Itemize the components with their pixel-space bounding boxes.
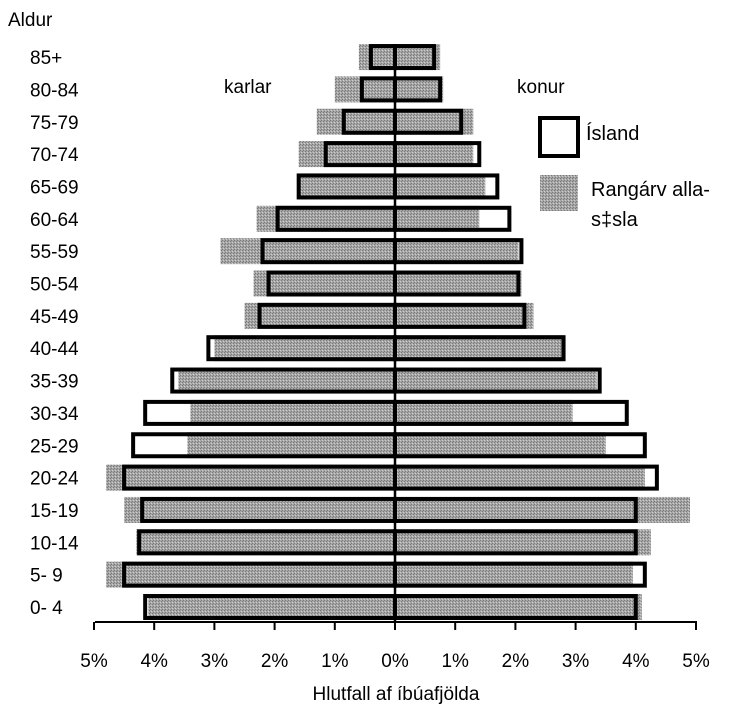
y-tick-label-55-59: 55-59 bbox=[30, 242, 79, 263]
y-tick-label-30-34: 30-34 bbox=[30, 404, 79, 425]
bar-rangarvallasysla-male-40-44 bbox=[214, 335, 395, 362]
bar-rangarvallasysla-male-10-14 bbox=[136, 529, 395, 556]
legend-swatch-rangarvallasysla bbox=[540, 175, 578, 211]
series-rangarvallasysla-bars bbox=[106, 44, 690, 620]
bar-rangarvallasysla-female-45-49 bbox=[395, 302, 534, 329]
y-tick-label-35-39: 35-39 bbox=[30, 372, 79, 393]
y-tick-labels: 0- 4 5- 9 10-14 15-19 20-24 25-29 30-34 35-39 40… bbox=[30, 48, 79, 619]
bar-rangarvallasysla-male-70-74 bbox=[298, 141, 395, 168]
bar-rangarvallasysla-female-65-69 bbox=[395, 173, 486, 200]
bar-rangarvallasysla-female-40-44 bbox=[395, 335, 564, 362]
y-tick-label-5-9: 5- 9 bbox=[30, 566, 63, 587]
legend-label-island: Ísland bbox=[586, 122, 639, 145]
group-label-male: karlar bbox=[224, 77, 272, 98]
bar-rangarvallasysla-male-25-29 bbox=[187, 432, 395, 459]
bar-rangarvallasysla-male-85 bbox=[358, 44, 395, 71]
x-tick-label-2: 3% bbox=[201, 651, 229, 672]
bar-rangarvallasysla-female-50-54 bbox=[395, 270, 522, 297]
bar-rangarvallasysla-female-20-24 bbox=[395, 464, 645, 491]
x-tick-label-6: 1% bbox=[441, 651, 469, 672]
legend-label-rangarvallasysla-line1: Rangárv alla- bbox=[591, 179, 710, 201]
bar-rangarvallasysla-female-15-19 bbox=[395, 496, 690, 523]
bar-rangarvallasysla-male-55-59 bbox=[220, 238, 395, 265]
bar-rangarvallasysla-female-80-84 bbox=[395, 76, 444, 103]
bar-rangarvallasysla-male-35-39 bbox=[178, 367, 395, 394]
bar-rangarvallasysla-female-70-74 bbox=[395, 141, 474, 168]
bar-rangarvallasysla-male-75-79 bbox=[316, 108, 395, 135]
bar-rangarvallasysla-female-60-64 bbox=[395, 205, 480, 232]
x-tick-label-1: 4% bbox=[140, 651, 168, 672]
group-label-female: konur bbox=[517, 77, 565, 98]
bar-rangarvallasysla-female-55-59 bbox=[395, 238, 519, 265]
legend-swatch-island bbox=[538, 116, 580, 158]
y-tick-label-85: 85+ bbox=[30, 48, 62, 69]
bar-rangarvallasysla-male-50-54 bbox=[253, 270, 395, 297]
bar-rangarvallasysla-male-30-34 bbox=[190, 399, 395, 426]
y-tick-label-10-14: 10-14 bbox=[30, 533, 79, 554]
bar-rangarvallasysla-female-5-9 bbox=[395, 561, 633, 588]
y-tick-label-25-29: 25-29 bbox=[30, 436, 79, 457]
x-tick-label-3: 2% bbox=[261, 651, 289, 672]
bar-rangarvallasysla-female-10-14 bbox=[395, 529, 651, 556]
bar-rangarvallasysla-female-30-34 bbox=[395, 399, 573, 426]
x-tick-label-7: 2% bbox=[502, 651, 530, 672]
x-tick-label-10: 5% bbox=[682, 651, 710, 672]
y-tick-label-70-74: 70-74 bbox=[30, 145, 79, 166]
bar-rangarvallasysla-male-20-24 bbox=[106, 464, 395, 491]
bar-rangarvallasysla-male-60-64 bbox=[256, 205, 395, 232]
x-axis-label: Hlutfall af íbúafjölda bbox=[313, 684, 480, 705]
y-tick-label-0-4: 0- 4 bbox=[30, 598, 63, 619]
x-tick-label-4: 1% bbox=[321, 651, 349, 672]
y-tick-label-15-19: 15-19 bbox=[30, 501, 79, 522]
bar-rangarvallasysla-male-80-84 bbox=[334, 76, 395, 103]
bar-rangarvallasysla-female-0-4 bbox=[395, 594, 642, 620]
bar-rangarvallasysla-male-65-69 bbox=[298, 173, 395, 200]
y-tick-label-40-44: 40-44 bbox=[30, 339, 79, 360]
x-tick-label-8: 3% bbox=[562, 651, 590, 672]
y-tick-label-60-64: 60-64 bbox=[30, 210, 79, 231]
x-tick-label-5: 0% bbox=[381, 651, 409, 672]
bar-rangarvallasysla-female-25-29 bbox=[395, 432, 606, 459]
y-tick-label-50-54: 50-54 bbox=[30, 275, 79, 296]
bar-rangarvallasysla-male-45-49 bbox=[244, 302, 395, 329]
bar-rangarvallasysla-female-35-39 bbox=[395, 367, 597, 394]
y-tick-label-75-79: 75-79 bbox=[30, 113, 79, 134]
x-tick-label-0: 5% bbox=[80, 651, 108, 672]
y-tick-label-65-69: 65-69 bbox=[30, 177, 79, 198]
y-tick-label-45-49: 45-49 bbox=[30, 307, 79, 328]
x-tick-labels: 5% 4% 3% 2% 1% 0% 1% 2% 3% 4% 5% bbox=[80, 622, 710, 672]
y-tick-label-80-84: 80-84 bbox=[30, 80, 79, 101]
y-axis-label: Aldur bbox=[8, 10, 53, 31]
bar-rangarvallasysla-male-0-4 bbox=[148, 594, 395, 620]
y-tick-label-20-24: 20-24 bbox=[30, 469, 79, 490]
legend: Ísland Rangárv alla- s‡sla bbox=[538, 116, 710, 231]
bar-rangarvallasysla-male-15-19 bbox=[124, 496, 395, 523]
x-tick-label-9: 4% bbox=[622, 651, 650, 672]
bar-rangarvallasysla-male-5-9 bbox=[106, 561, 395, 588]
legend-label-rangarvallasysla-line2: s‡sla bbox=[591, 209, 639, 231]
